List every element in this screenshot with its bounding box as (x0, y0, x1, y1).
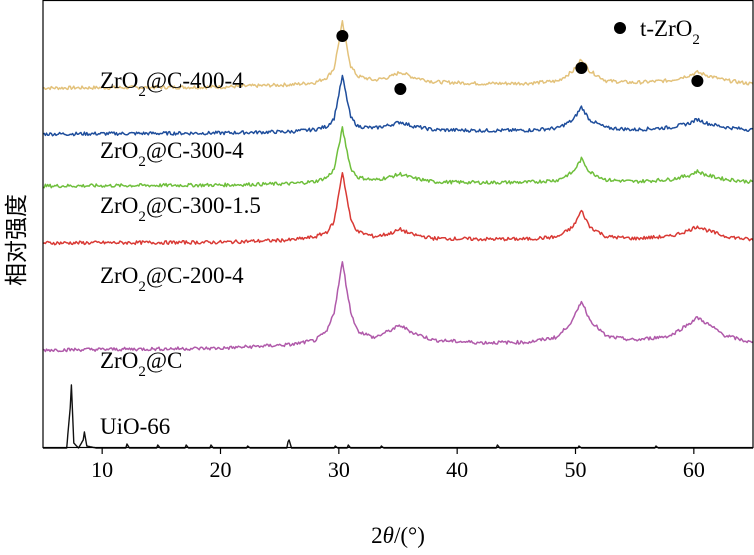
peak-marker (575, 62, 588, 74)
series-labels: ZrO2@C-400-4ZrO2@C-300-4ZrO2@C-300-1.5Zr… (100, 68, 261, 439)
series-label-subscript: 2 (138, 84, 146, 100)
series-label-main: ZrO (100, 263, 138, 288)
legend-label-subscript: 2 (692, 32, 700, 48)
series-label-subscript: 2 (138, 364, 146, 380)
series-label-suffix: @C-300-4 (146, 138, 244, 163)
series-label-suffix: @C-300-1.5 (146, 193, 261, 218)
series-label: ZrO2@C-300-4 (100, 138, 244, 170)
series-label: ZrO2@C-400-4 (100, 68, 244, 100)
series-label-subscript: 2 (138, 279, 146, 295)
x-axis-title-suffix: /(°) (394, 523, 425, 548)
series-label-main: UiO-66 (100, 414, 170, 439)
x-tick-label: 50 (565, 457, 587, 482)
series-label-main: ZrO (100, 68, 138, 93)
series-label-main: ZrO (100, 138, 138, 163)
series-label-suffix: @C-400-4 (146, 68, 244, 93)
legend-label-main: t-ZrO (640, 16, 692, 41)
series-label-subscript: 2 (138, 209, 146, 225)
series-label: ZrO2@C-300-1.5 (100, 193, 261, 225)
peak-markers (336, 30, 704, 95)
legend: t-ZrO2 (614, 16, 700, 48)
series-line (42, 261, 754, 353)
series-line (42, 19, 754, 91)
series-label-suffix: @C (146, 348, 183, 373)
x-tick-label: 60 (683, 457, 705, 482)
x-axis-title: 2θ/(°) (371, 523, 425, 548)
series-label-main: ZrO (100, 348, 138, 373)
series-label: ZrO2@C-200-4 (100, 263, 244, 295)
x-axis-title-symbol: θ (383, 523, 394, 548)
x-axis-title-prefix: 2 (371, 523, 383, 548)
x-tick-label: 10 (91, 457, 113, 482)
plot-frame (42, 0, 754, 449)
peak-marker (691, 75, 704, 87)
series-label-subscript: 2 (138, 154, 146, 170)
x-tick-label: 40 (446, 457, 468, 482)
x-tick-label: 20 (210, 457, 232, 482)
series-line (42, 171, 754, 246)
x-tick-label: 30 (328, 457, 350, 482)
peak-marker (336, 30, 349, 42)
series-label: ZrO2@C (100, 348, 182, 380)
series-label: UiO-66 (100, 414, 170, 439)
x-axis: 10 20 30 40 50 60 (91, 447, 705, 482)
peak-marker (394, 83, 407, 95)
legend-label: t-ZrO2 (640, 16, 700, 48)
legend-marker (614, 22, 626, 34)
series-line (42, 74, 754, 137)
y-axis-title: 相对强度 (4, 194, 29, 286)
series-line (42, 126, 754, 189)
series-label-main: ZrO (100, 193, 138, 218)
series-label-suffix: @C-200-4 (146, 263, 244, 288)
